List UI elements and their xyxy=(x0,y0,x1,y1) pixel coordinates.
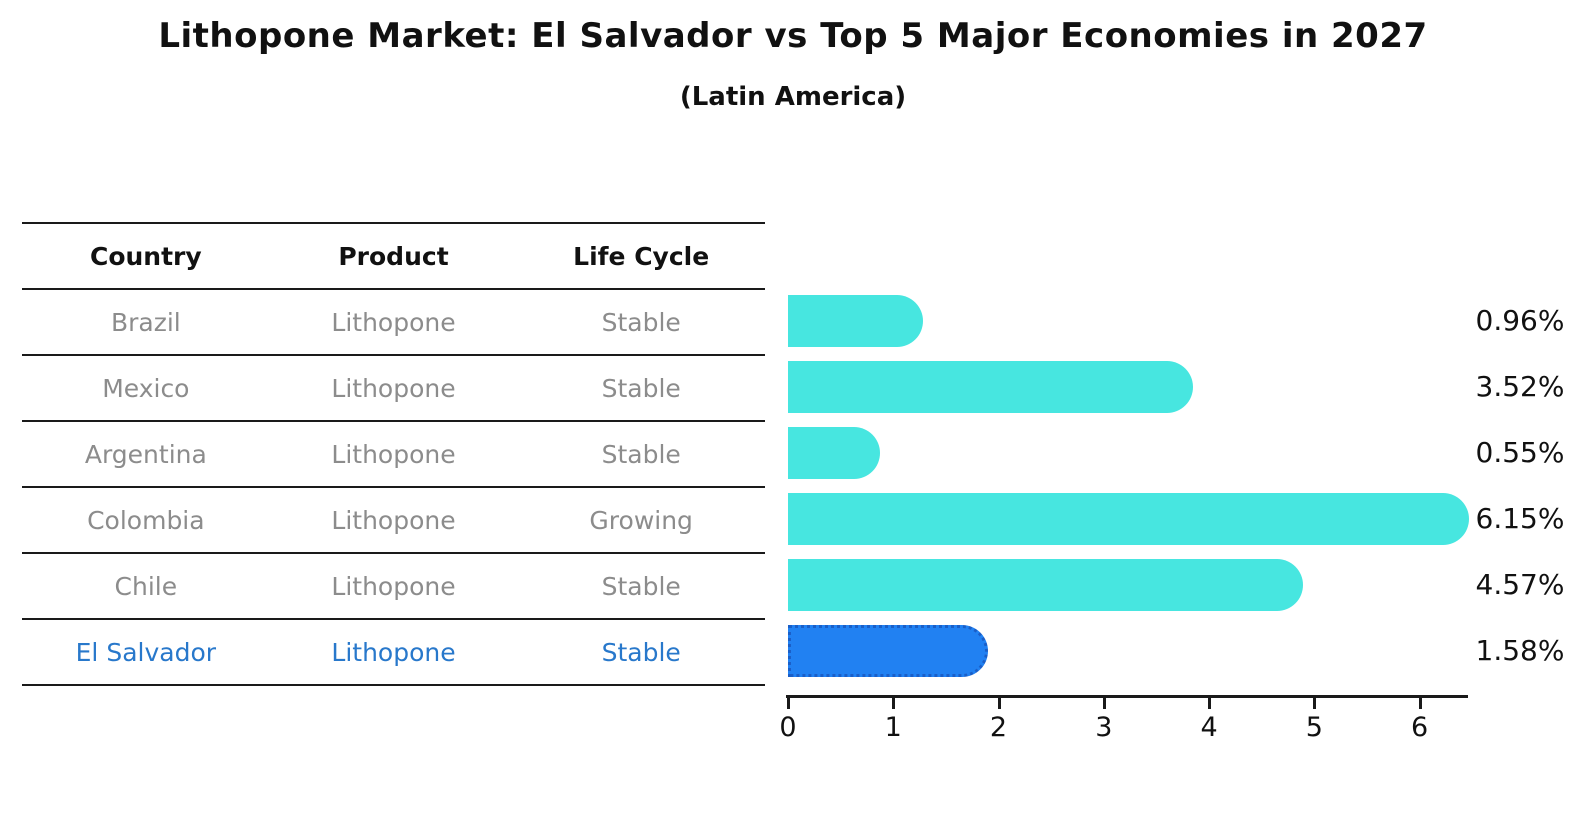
x-tick-mark xyxy=(1208,698,1212,709)
table-row: El Salvador Lithopone Stable xyxy=(22,620,765,686)
table-cell-life-cycle: Stable xyxy=(601,637,681,667)
table-row: Mexico Lithopone Stable xyxy=(22,356,765,422)
x-tick-mark xyxy=(892,698,896,709)
column-header-product: Product xyxy=(338,241,449,271)
table-cell-country: Mexico xyxy=(102,373,190,403)
bar-value-label: 3.52% xyxy=(1475,370,1565,403)
bar-brazil xyxy=(788,295,923,347)
table-cell-product: Lithopone xyxy=(331,373,456,403)
bar-mexico xyxy=(788,361,1193,413)
x-axis-line xyxy=(786,695,1468,698)
table-cell-product: Lithopone xyxy=(331,439,456,469)
x-tick-mark xyxy=(997,698,1001,709)
x-tick-label: 1 xyxy=(884,712,902,743)
table-cell-product: Lithopone xyxy=(331,307,456,337)
x-tick-label: 5 xyxy=(1305,712,1323,743)
bar-value-label: 6.15% xyxy=(1475,502,1565,535)
x-tick-label: 0 xyxy=(779,712,797,743)
table-cell-product: Lithopone xyxy=(331,637,456,667)
bar-colombia xyxy=(788,493,1469,545)
table-cell-country: Argentina xyxy=(84,439,207,469)
x-tick-mark xyxy=(787,698,790,709)
table-cell-country: Chile xyxy=(114,571,178,601)
table-row: Chile Lithopone Stable xyxy=(22,554,765,620)
table-cell-country: El Salvador xyxy=(75,637,217,667)
chart-subtitle: (Latin America) xyxy=(679,82,907,112)
x-tick-mark xyxy=(1418,698,1422,709)
table-row: Brazil Lithopone Stable xyxy=(22,290,765,356)
bar-argentina xyxy=(788,427,880,479)
table-cell-life-cycle: Growing xyxy=(589,505,693,535)
country-table: Country Product Life Cycle Brazil Lithopo… xyxy=(22,222,765,686)
bar-value-label: 0.55% xyxy=(1475,436,1565,469)
table-body: Brazil Lithopone Stable Mexico Lithopone Stab… xyxy=(22,290,765,686)
x-tick-label: 6 xyxy=(1410,712,1429,743)
column-header-country: Country xyxy=(89,241,202,271)
x-tick-mark xyxy=(1102,698,1106,709)
table-cell-product: Lithopone xyxy=(331,571,456,601)
table-cell-country: Colombia xyxy=(87,505,205,535)
table-row: Colombia Lithopone Growing xyxy=(22,488,765,554)
bar-value-label: 0.96% xyxy=(1475,304,1565,337)
column-header-life-cycle: Life Cycle xyxy=(573,241,710,271)
bar-el-salvador xyxy=(788,625,988,677)
bar-chile xyxy=(788,559,1303,611)
bar-value-label: 4.57% xyxy=(1475,568,1565,601)
table-cell-life-cycle: Stable xyxy=(601,373,681,403)
table-cell-product: Lithopone xyxy=(331,505,456,535)
x-tick-label: 2 xyxy=(989,712,1008,743)
bar-value-label: 1.58% xyxy=(1475,634,1565,667)
table-cell-life-cycle: Stable xyxy=(601,307,681,337)
table-header-row: Country Product Life Cycle xyxy=(22,224,765,290)
table-cell-country: Brazil xyxy=(110,307,181,337)
chart-title: Lithopone Market: El Salvador vs Top 5 M… xyxy=(158,16,1428,56)
x-tick-label: 4 xyxy=(1200,712,1218,743)
table-cell-life-cycle: Stable xyxy=(601,571,681,601)
table-cell-life-cycle: Stable xyxy=(601,439,681,469)
x-tick-label: 3 xyxy=(1095,712,1113,743)
table-row: Argentina Lithopone Stable xyxy=(22,422,765,488)
x-tick-mark xyxy=(1313,698,1317,709)
